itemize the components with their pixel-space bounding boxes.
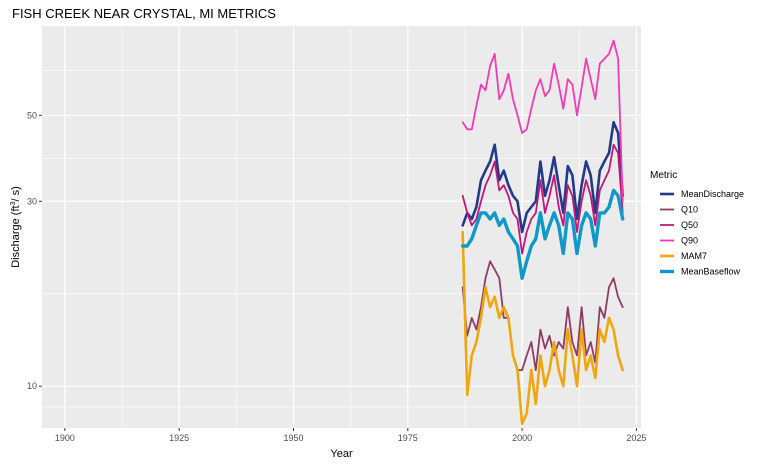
legend-label-meandischarge: MeanDischarge bbox=[681, 189, 744, 199]
y-axis-title-rest: / s) bbox=[10, 186, 22, 201]
x-tick-label: 1900 bbox=[55, 433, 75, 443]
x-tick-label: 1950 bbox=[283, 433, 303, 443]
x-tick-label: 2025 bbox=[626, 433, 646, 443]
legend-label-q50: Q50 bbox=[681, 220, 698, 230]
legend: Metric MeanDischarge Q10 Q50 Q90 MAM7 MeanBas… bbox=[650, 170, 744, 277]
y-axis-title: Discharge (ft3/ s) bbox=[10, 186, 22, 268]
legend-label-mam7: MAM7 bbox=[681, 251, 707, 261]
y-axis-title-superscript: 3 bbox=[10, 201, 17, 205]
legend-title: Metric bbox=[650, 170, 677, 181]
x-tick-label: 1975 bbox=[398, 433, 418, 443]
x-tick-label: 2000 bbox=[512, 433, 532, 443]
grid-minor bbox=[42, 26, 641, 428]
x-tick-label: 1925 bbox=[169, 433, 189, 443]
y-tick-label: 50 bbox=[27, 110, 37, 120]
legend-label-meanbaseflow: MeanBaseflow bbox=[681, 267, 741, 277]
x-axis: 1900 1925 1950 1975 2000 2025 bbox=[55, 428, 646, 443]
legend-label-q90: Q90 bbox=[681, 236, 698, 246]
x-axis-title: Year bbox=[330, 448, 353, 460]
series-layer bbox=[461, 39, 625, 426]
series-line-mam7 bbox=[461, 230, 625, 426]
series-line-meanbaseflow bbox=[461, 188, 625, 280]
y-axis-title-main: Discharge (ft bbox=[10, 205, 22, 267]
y-tick-label: 10 bbox=[27, 381, 37, 391]
series-line-q50 bbox=[461, 143, 624, 255]
series-line-q90 bbox=[461, 39, 624, 203]
series-line-q10 bbox=[461, 260, 624, 372]
legend-label-q10: Q10 bbox=[681, 205, 698, 215]
series-line-meandischarge bbox=[461, 120, 625, 234]
y-axis: 10 30 50 bbox=[27, 110, 42, 391]
y-tick-label: 30 bbox=[27, 196, 37, 206]
chart-title: FISH CREEK NEAR CRYSTAL, MI METRICS bbox=[12, 6, 276, 21]
